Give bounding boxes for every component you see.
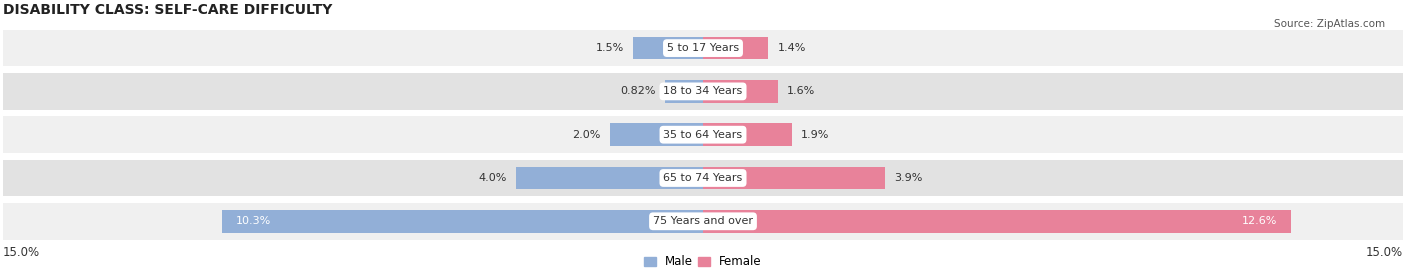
Text: 2.0%: 2.0% [572, 130, 600, 140]
Bar [516, 167, 703, 189]
Text: 5 to 17 Years: 5 to 17 Years [666, 43, 740, 53]
Text: 1.9%: 1.9% [801, 130, 830, 140]
Bar [703, 37, 768, 59]
Text: 3.9%: 3.9% [894, 173, 922, 183]
Bar [3, 73, 1403, 110]
Text: Source: ZipAtlas.com: Source: ZipAtlas.com [1274, 19, 1385, 29]
Bar [222, 210, 703, 232]
Bar [3, 116, 1403, 153]
Text: 35 to 64 Years: 35 to 64 Years [664, 130, 742, 140]
Bar [665, 80, 703, 103]
Bar [703, 167, 884, 189]
Text: 75 Years and over: 75 Years and over [652, 216, 754, 226]
Text: 10.3%: 10.3% [236, 216, 271, 226]
Text: 4.0%: 4.0% [478, 173, 508, 183]
Text: 1.4%: 1.4% [778, 43, 806, 53]
Text: 18 to 34 Years: 18 to 34 Years [664, 86, 742, 96]
Bar [703, 123, 792, 146]
Text: 15.0%: 15.0% [1367, 246, 1403, 259]
Text: 1.6%: 1.6% [787, 86, 815, 96]
Text: 1.5%: 1.5% [595, 43, 624, 53]
Text: 0.82%: 0.82% [620, 86, 655, 96]
Bar [703, 80, 778, 103]
Bar [3, 30, 1403, 66]
Bar [703, 210, 1291, 232]
Bar [3, 203, 1403, 240]
Text: DISABILITY CLASS: SELF-CARE DIFFICULTY: DISABILITY CLASS: SELF-CARE DIFFICULTY [3, 3, 332, 17]
Bar [3, 160, 1403, 196]
Text: 12.6%: 12.6% [1241, 216, 1277, 226]
Text: 65 to 74 Years: 65 to 74 Years [664, 173, 742, 183]
Bar [633, 37, 703, 59]
Text: 15.0%: 15.0% [3, 246, 39, 259]
Legend: Male, Female: Male, Female [644, 255, 762, 268]
Bar [610, 123, 703, 146]
